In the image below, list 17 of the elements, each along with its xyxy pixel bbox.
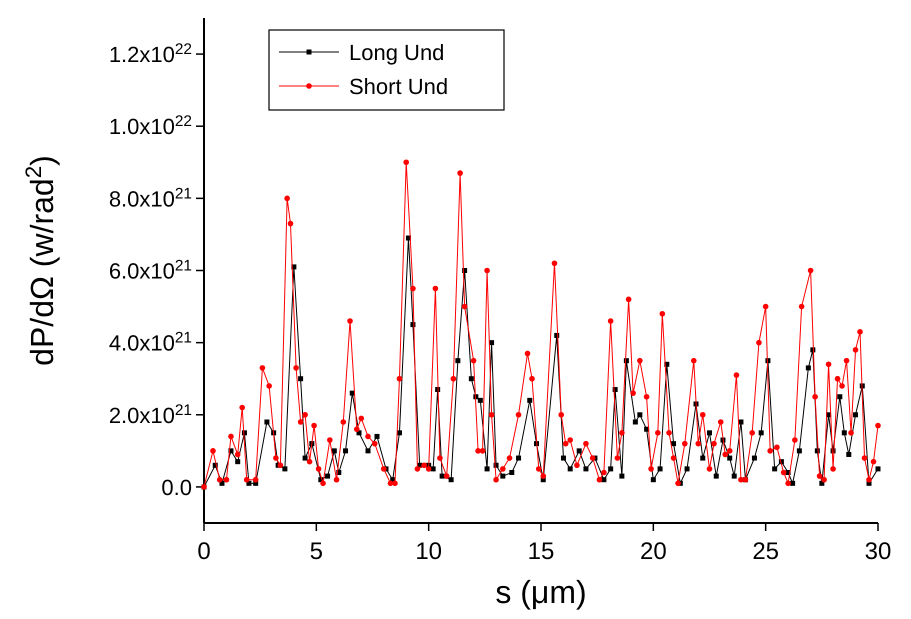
y-tick-label: 2.0x10$^{21}$	[108, 401, 192, 428]
y-tick-label: 0.0	[161, 474, 192, 500]
y-tick-label: 1.0x10$^{22}$	[108, 112, 192, 140]
x-tick-label: 0	[197, 538, 211, 565]
x-axis-title: s (μm)	[495, 574, 587, 610]
x-tick-label: 15	[528, 538, 554, 565]
x-tick-label: 5	[310, 538, 324, 565]
x-tick-label: 30	[864, 538, 892, 565]
y-tick-label: 6.0x10$^{21}$	[108, 257, 192, 284]
legend-label: Long Und	[349, 40, 444, 65]
x-tick-label: 20	[640, 538, 667, 565]
y-tick-label: 8.0x10$^{21}$	[108, 184, 192, 212]
legend-label: Short Und	[349, 74, 448, 99]
y-tick-label: 1.2x10$^{22}$	[108, 40, 192, 68]
x-tick-label: 25	[752, 538, 780, 565]
x-tick-label: 10	[415, 538, 442, 565]
y-tick-label: 4.0x10$^{21}$	[108, 329, 192, 356]
